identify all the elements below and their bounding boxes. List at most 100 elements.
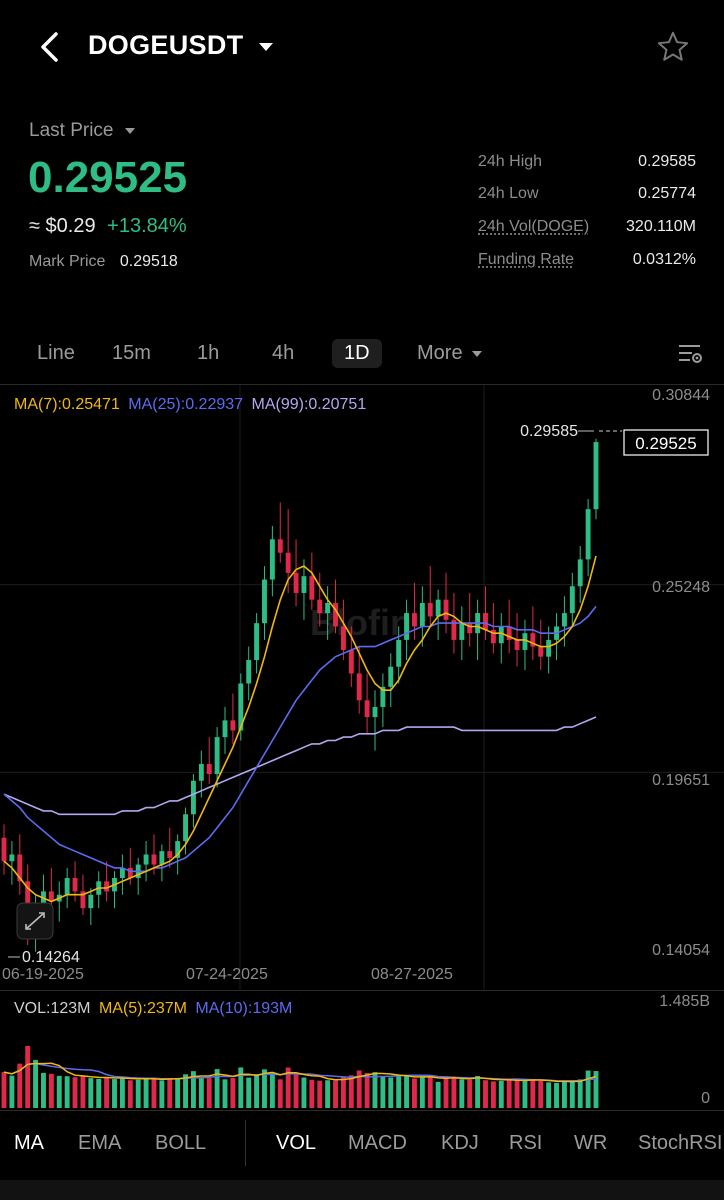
candle-body: [451, 619, 457, 640]
candle-body: [522, 633, 528, 650]
candle-body: [443, 599, 449, 620]
candle-body: [309, 576, 315, 600]
volume-bar: [443, 1077, 449, 1108]
indicator-tab-kdj[interactable]: KDJ: [441, 1132, 479, 1154]
volume-bar: [309, 1079, 315, 1108]
indicator-tab-vol[interactable]: VOL: [276, 1132, 317, 1154]
volume-bar: [538, 1080, 544, 1108]
volume-bar: [127, 1080, 133, 1108]
indicator-tab-ema[interactable]: EMA: [78, 1132, 122, 1154]
volume-bar: [340, 1076, 346, 1108]
volume-bar: [96, 1078, 102, 1108]
last-price-selector[interactable]: Last Price: [29, 120, 135, 142]
indicator-tab-stochrsi[interactable]: StochRSI: [638, 1132, 723, 1154]
volume-bar: [593, 1071, 599, 1108]
back-icon[interactable]: [36, 30, 64, 64]
volume-bar: [427, 1077, 433, 1108]
volume-bar: [246, 1077, 252, 1108]
candle-body: [483, 613, 488, 630]
indicator-tab-wr[interactable]: WR: [574, 1132, 608, 1154]
candle-body: [254, 623, 260, 661]
volume-bar: [48, 1073, 54, 1108]
volume-bar: [333, 1080, 338, 1108]
volume-divider: [0, 990, 724, 991]
volume-bar: [262, 1069, 267, 1108]
volume-bar: [56, 1075, 62, 1108]
x-tick-2: 07-24-2025: [186, 966, 268, 983]
volume-bar: [404, 1075, 410, 1108]
candle-body: [72, 877, 78, 892]
candle-body: [577, 559, 583, 587]
volume-bar: [190, 1071, 196, 1108]
volume-bar: [435, 1081, 441, 1108]
volume-bar: [25, 1046, 31, 1108]
volume-bar: [475, 1075, 481, 1108]
indicator-tab-boll[interactable]: BOLL: [155, 1132, 207, 1154]
volume-bar: [159, 1080, 165, 1108]
candle-body: [333, 603, 338, 627]
candle-body: [214, 737, 220, 775]
stat-funding-rate-value: 0.0312%: [632, 251, 696, 268]
candle-body: [538, 646, 544, 657]
volume-bar: [143, 1077, 149, 1108]
last-price-value: 0.29525: [28, 153, 188, 202]
volume-bar: [522, 1080, 528, 1108]
chart-settings-icon[interactable]: [676, 341, 706, 367]
candle-body: [427, 603, 433, 617]
candle-body: [230, 720, 236, 731]
indicator-tab-ma[interactable]: MA: [14, 1132, 44, 1154]
stat-24h-low-label: 24h Low: [478, 185, 539, 202]
volume-bar: [33, 1059, 39, 1108]
vol-bottom-tick: 0: [701, 1090, 710, 1107]
tab-1h[interactable]: 1h: [197, 342, 220, 364]
volume-bar: [325, 1080, 331, 1108]
price-change-percent: +13.84%: [107, 215, 187, 237]
usd-approx: ≈ $0.29: [29, 215, 96, 237]
candlestick-chart[interactable]: Blofin 0.29525 0.29585 0.14264: [0, 385, 724, 990]
candle-body: [293, 572, 299, 593]
tab-line[interactable]: Line: [37, 342, 75, 364]
candle-body: [467, 623, 473, 634]
volume-bar: [348, 1075, 354, 1108]
volume-bar: [388, 1077, 394, 1108]
volume-bar: [317, 1080, 323, 1108]
indicator-tab-macd[interactable]: MACD: [348, 1132, 407, 1154]
volume-bar: [254, 1074, 260, 1108]
candle-body: [459, 623, 465, 640]
volume-bar: [577, 1079, 583, 1108]
volume-bar: [222, 1079, 228, 1108]
star-icon[interactable]: [656, 30, 690, 64]
stat-24h-vol-label[interactable]: 24h Vol(DOGE): [478, 218, 590, 235]
expand-icon[interactable]: [16, 902, 54, 940]
indicator-tab-rsi[interactable]: RSI: [509, 1132, 543, 1154]
volume-bar: [546, 1082, 552, 1108]
candle-body: [151, 854, 157, 865]
candle-body: [340, 626, 346, 650]
candle-body: [301, 576, 307, 593]
tab-15m[interactable]: 15m: [112, 342, 151, 364]
volume-bar: [175, 1078, 181, 1108]
tab-4h[interactable]: 4h: [272, 342, 295, 364]
stat-funding-rate-label[interactable]: Funding Rate: [478, 251, 575, 268]
volume-bar: [80, 1076, 86, 1108]
price-change-row: ≈ $0.29 +13.84%: [29, 215, 187, 238]
low-price-label: 0.14264: [22, 949, 80, 966]
high-price-label: 0.29585: [520, 423, 578, 440]
volume-chart[interactable]: [0, 1020, 724, 1110]
symbol-selector[interactable]: DOGEUSDT: [88, 30, 274, 61]
tab-more[interactable]: More: [417, 342, 483, 365]
volume-bar: [585, 1070, 591, 1108]
stat-24h-low-value: 0.25774: [638, 185, 696, 202]
volume-bar: [1, 1072, 7, 1108]
tab-1d[interactable]: 1D: [332, 339, 382, 368]
volume-bar: [451, 1076, 457, 1108]
ma-legend: MA(7):0.25471 MA(25):0.22937 MA(99):0.20…: [14, 396, 366, 414]
candle-body: [569, 586, 575, 614]
candle-body: [183, 814, 188, 842]
x-tick-3: 08-27-2025: [371, 966, 453, 983]
stat-24h-high-label: 24h High: [478, 153, 543, 170]
candle-body: [175, 841, 181, 858]
volume-bar: [561, 1081, 567, 1108]
current-price-tag-box: [623, 429, 709, 456]
vol-ma5-label: MA(5):237M: [98, 1000, 187, 1017]
